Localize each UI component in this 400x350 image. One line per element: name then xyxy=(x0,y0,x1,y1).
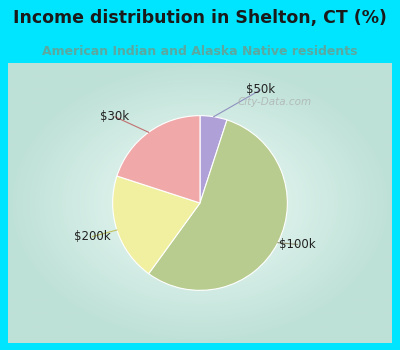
Text: $50k: $50k xyxy=(246,83,275,96)
Text: Income distribution in Shelton, CT (%): Income distribution in Shelton, CT (%) xyxy=(13,9,387,27)
Text: $200k: $200k xyxy=(74,230,111,243)
Text: $30k: $30k xyxy=(100,110,130,123)
Wedge shape xyxy=(200,116,227,203)
Wedge shape xyxy=(149,120,287,290)
Text: City-Data.com: City-Data.com xyxy=(238,97,312,107)
Text: $100k: $100k xyxy=(279,238,316,251)
Wedge shape xyxy=(113,176,200,274)
Wedge shape xyxy=(117,116,200,203)
Text: American Indian and Alaska Native residents: American Indian and Alaska Native reside… xyxy=(42,45,358,58)
